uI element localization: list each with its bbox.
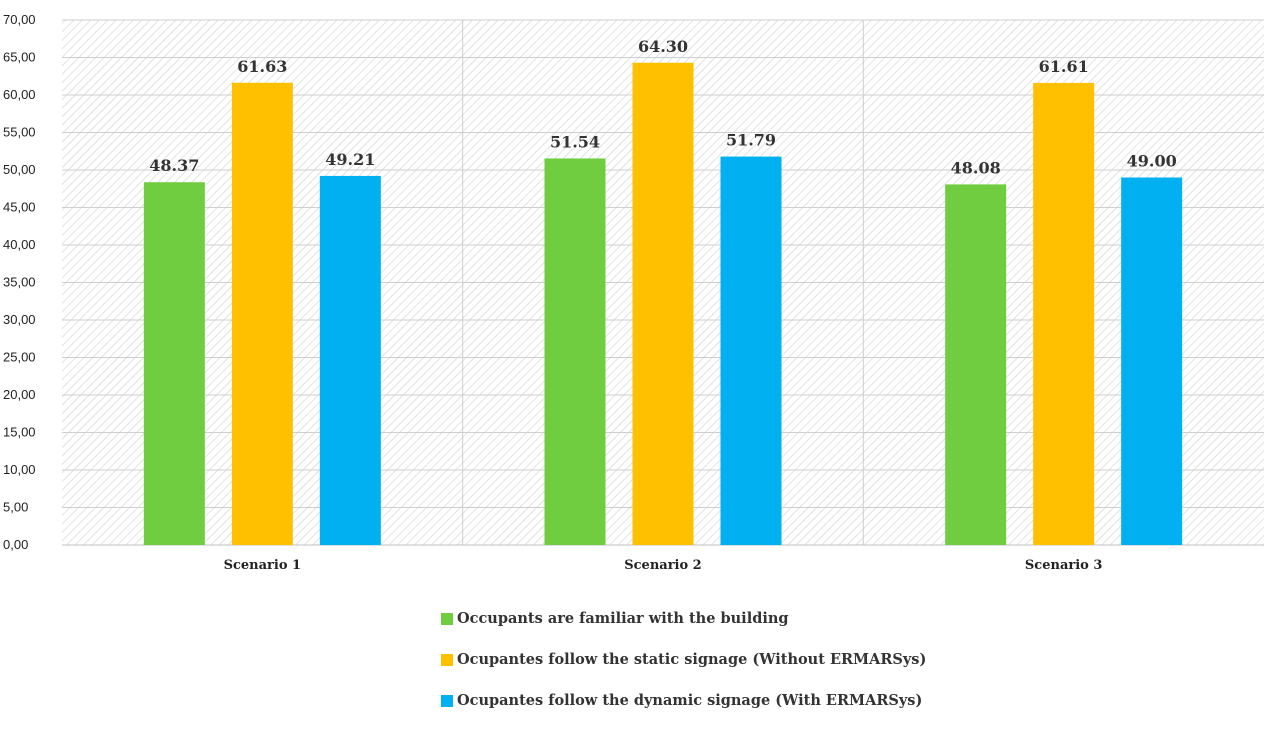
data-label: 51.79 [726, 131, 776, 150]
x-axis-category-labels: Scenario 1 Scenario 2 Scenario 3 [224, 558, 1103, 573]
y-tick-label: 15,00 [3, 425, 36, 440]
y-tick-label: 55,00 [3, 125, 36, 140]
bar-chart: 0,00 5,00 10,00 15,00 20,00 25,00 30,00 35,00 40… [3, 12, 1264, 573]
legend-swatch-blue [441, 694, 453, 707]
legend-label: Ocupantes follow the static signage (Wit… [457, 651, 927, 668]
data-label: 51.54 [550, 132, 600, 151]
bar [319, 175, 381, 546]
data-labels: 48.37 61.63 49.21 51.54 64.30 51.79 48.08 61.61… [149, 37, 1176, 178]
bar [231, 82, 293, 546]
bar [1033, 82, 1095, 546]
y-tick-label: 25,00 [3, 350, 36, 365]
legend-item-static-signage: Ocupantes follow the static signage (Wit… [441, 649, 1141, 670]
legend-item-dynamic-signage: Ocupantes follow the dynamic signage (Wi… [441, 690, 1141, 711]
y-tick-label: 40,00 [3, 237, 36, 252]
bar [544, 158, 606, 545]
legend-item-familiar: Occupants are familiar with the building [441, 608, 1141, 629]
legend-label: Ocupantes follow the dynamic signage (Wi… [457, 692, 923, 709]
y-tick-label: 65,00 [3, 50, 36, 65]
y-tick-label: 5,00 [3, 500, 28, 515]
x-category-label: Scenario 2 [624, 558, 701, 573]
x-category-label: Scenario 1 [224, 558, 301, 573]
bar [143, 182, 205, 545]
data-label: 61.61 [1039, 57, 1089, 76]
data-label: 48.08 [951, 158, 1001, 177]
data-label: 49.21 [325, 150, 375, 169]
y-tick-label: 30,00 [3, 312, 36, 327]
x-category-label: Scenario 3 [1025, 558, 1102, 573]
y-axis-tick-labels: 0,00 5,00 10,00 15,00 20,00 25,00 30,00 35,00 40… [3, 12, 36, 552]
bars [143, 62, 1183, 546]
y-tick-label: 60,00 [3, 87, 36, 102]
y-tick-label: 35,00 [3, 275, 36, 290]
data-label: 61.63 [237, 57, 287, 76]
legend: Occupants are familiar with the building… [441, 608, 1141, 731]
data-label: 49.00 [1127, 152, 1177, 171]
bar [1121, 177, 1183, 545]
y-tick-label: 50,00 [3, 162, 36, 177]
y-tick-label: 20,00 [3, 387, 36, 402]
legend-swatch-yellow [441, 653, 453, 666]
data-label: 64.30 [638, 37, 688, 56]
legend-label: Occupants are familiar with the building [457, 610, 789, 627]
bar [632, 62, 694, 545]
data-label: 48.37 [149, 156, 199, 175]
y-tick-label: 70,00 [3, 12, 36, 27]
legend-swatch-green [441, 612, 453, 625]
y-tick-label: 0,00 [3, 537, 28, 552]
y-tick-label: 10,00 [3, 462, 36, 477]
bar [720, 156, 782, 545]
bar [945, 184, 1007, 545]
y-tick-label: 45,00 [3, 200, 36, 215]
